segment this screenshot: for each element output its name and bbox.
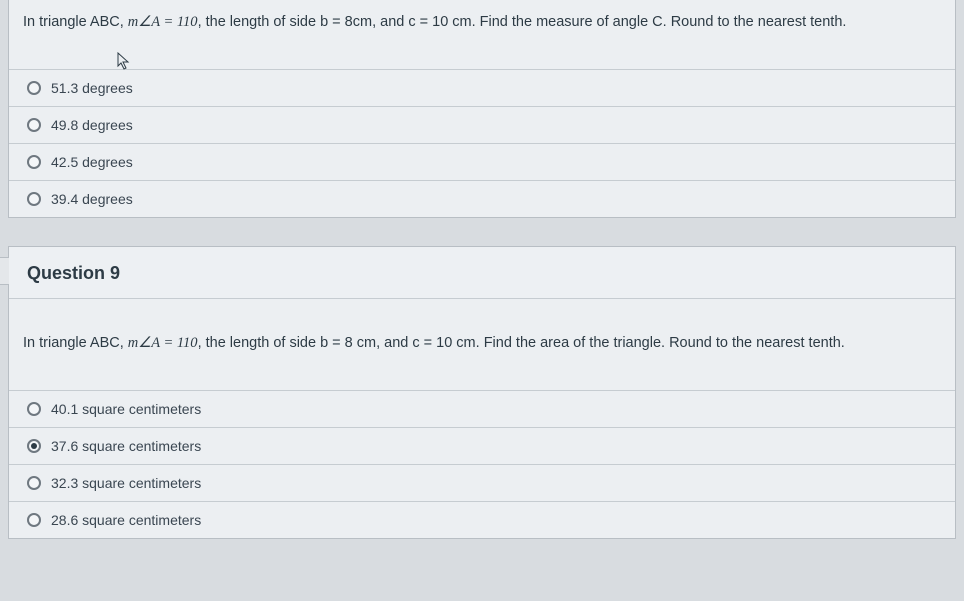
radio-icon[interactable] <box>27 118 41 132</box>
option-label: 49.8 degrees <box>51 117 133 133</box>
option-label: 51.3 degrees <box>51 80 133 96</box>
stem-math: m∠A = 110 <box>128 335 198 351</box>
stem-text: , the length of side b = 8 cm, and c = 1… <box>198 335 845 351</box>
options-list: 51.3 degrees 49.8 degrees 42.5 degrees 3… <box>9 69 955 217</box>
option-row[interactable]: 49.8 degrees <box>9 107 955 144</box>
option-row[interactable]: 37.6 square centimeters <box>9 428 955 465</box>
question-stem: In triangle ABC, m∠A = 110, the length o… <box>9 0 955 51</box>
radio-icon[interactable] <box>27 155 41 169</box>
radio-icon[interactable] <box>27 439 41 453</box>
radio-icon[interactable] <box>27 476 41 490</box>
options-list: 40.1 square centimeters 37.6 square cent… <box>9 390 955 538</box>
question-header: Question 9 <box>9 247 955 299</box>
option-row[interactable]: 32.3 square centimeters <box>9 465 955 502</box>
radio-icon[interactable] <box>27 402 41 416</box>
radio-icon[interactable] <box>27 513 41 527</box>
option-label: 40.1 square centimeters <box>51 401 201 417</box>
stem-text: , the length of side b = 8cm, and c = 10… <box>198 14 847 30</box>
radio-icon[interactable] <box>27 192 41 206</box>
radio-icon[interactable] <box>27 81 41 95</box>
question-card-9: Question 9 In triangle ABC, m∠A = 110, t… <box>8 246 956 539</box>
bookmark-tab[interactable] <box>0 257 9 285</box>
option-label: 28.6 square centimeters <box>51 512 201 528</box>
stem-math: m∠A = 110 <box>128 14 198 30</box>
option-label: 39.4 degrees <box>51 191 133 207</box>
option-row[interactable]: 39.4 degrees <box>9 181 955 217</box>
stem-text: In triangle ABC, <box>23 14 128 30</box>
option-label: 37.6 square centimeters <box>51 438 201 454</box>
question-card-8: In triangle ABC, m∠A = 110, the length o… <box>8 0 956 218</box>
option-label: 42.5 degrees <box>51 154 133 170</box>
option-label: 32.3 square centimeters <box>51 475 201 491</box>
option-row[interactable]: 40.1 square centimeters <box>9 391 955 428</box>
option-row[interactable]: 42.5 degrees <box>9 144 955 181</box>
option-row[interactable]: 51.3 degrees <box>9 70 955 107</box>
stem-text: In triangle ABC, <box>23 335 128 351</box>
option-row[interactable]: 28.6 square centimeters <box>9 502 955 538</box>
question-stem: In triangle ABC, m∠A = 110, the length o… <box>9 321 955 372</box>
